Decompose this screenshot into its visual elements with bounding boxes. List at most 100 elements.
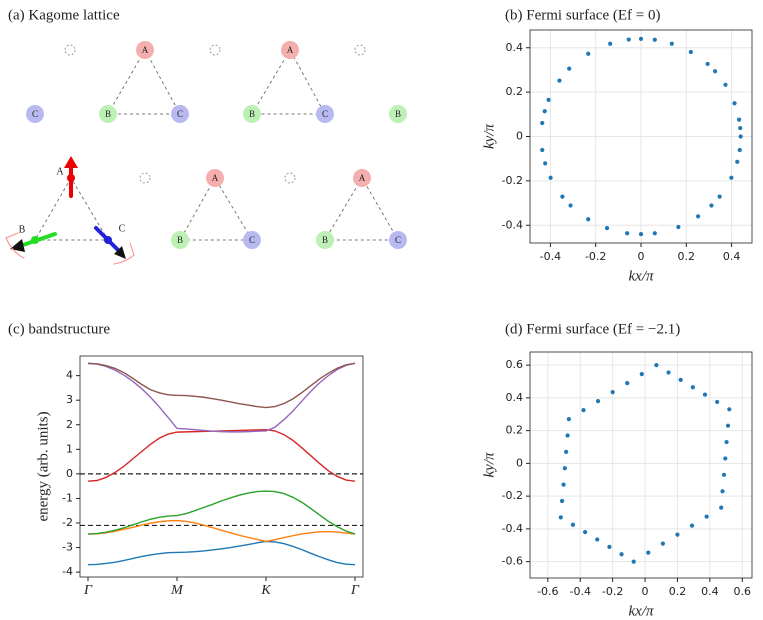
scatter-point	[625, 381, 630, 386]
x-tick-label: 0	[642, 585, 649, 598]
site-label: B	[105, 109, 111, 119]
site-label: C	[249, 235, 255, 245]
y-tick-label: 0.2	[506, 424, 524, 437]
site	[206, 169, 224, 187]
scatter-point	[690, 385, 695, 390]
x-axis-label: kx/π	[629, 268, 654, 284]
band-line	[87, 490, 356, 535]
scatter-point	[581, 408, 586, 413]
y-tick-label: -0.4	[502, 218, 523, 231]
arrow-head	[64, 156, 78, 168]
y-tick-label: 0	[516, 456, 523, 469]
scatter-point	[543, 161, 548, 166]
site-label: A	[359, 173, 366, 183]
site-label: B	[177, 235, 183, 245]
scatter-point	[738, 134, 743, 139]
scatter-point	[586, 51, 591, 56]
band-line	[87, 428, 356, 482]
scatter-point	[608, 41, 613, 46]
scatter-point	[695, 214, 701, 219]
band-line	[87, 362, 356, 409]
spin-arrows	[5, 156, 135, 265]
scatter-point	[652, 37, 657, 42]
scatter-point	[565, 433, 570, 438]
x-axis-label: kx/π	[629, 603, 654, 619]
y-tick-label: -3	[62, 541, 73, 554]
scatter-point	[727, 407, 732, 412]
empty-site	[284, 172, 296, 184]
scatter-point	[735, 159, 740, 164]
scatter-point	[560, 194, 565, 199]
y-tick-label: 0.2	[506, 85, 524, 98]
x-tick-label: K	[260, 583, 271, 598]
x-tick-label: -0.4	[569, 585, 590, 598]
scatter-point	[570, 522, 576, 527]
scatter-point	[704, 514, 709, 519]
site	[389, 231, 407, 249]
y-tick-label: -0.2	[502, 489, 523, 502]
scatter-point	[666, 370, 671, 375]
y-tick-label: -0.6	[502, 555, 523, 568]
scatter-point	[720, 489, 725, 494]
site-label: A	[56, 166, 64, 177]
y-axis-label: ky/π	[481, 452, 497, 477]
site	[243, 105, 261, 123]
site-label: A	[142, 45, 149, 55]
scatter-point	[736, 117, 742, 122]
bond-triangle	[107, 48, 181, 115]
x-tick-label: 0.6	[734, 585, 752, 598]
scatter-point	[721, 472, 727, 477]
y-tick-label: -2	[62, 516, 73, 529]
bond-triangle	[324, 177, 399, 241]
scatter-point	[702, 392, 708, 397]
y-axis-label: energy (arb. units)	[35, 411, 51, 521]
y-tick-label: 0	[516, 130, 523, 143]
spin-site	[31, 236, 39, 244]
site-label: A	[287, 45, 294, 55]
chart-title: (d) Fermi surface (Ef = −2.1)	[505, 321, 680, 337]
arrow-head	[10, 239, 25, 252]
kagome-panel	[34, 44, 399, 241]
site-label: C	[119, 223, 126, 234]
scatter-point	[638, 232, 644, 237]
x-tick-label: M	[170, 583, 184, 598]
site	[26, 105, 44, 123]
scatter-point	[540, 120, 545, 126]
site	[171, 105, 189, 123]
scatter-point	[660, 541, 665, 546]
scatter-point	[562, 466, 567, 471]
site	[353, 169, 371, 187]
scatter-point	[652, 231, 657, 236]
scatter-point	[542, 109, 547, 114]
scatter-point	[558, 515, 563, 520]
site-label: B	[395, 109, 401, 119]
plot-frame	[529, 29, 753, 244]
site-label: A	[212, 173, 219, 183]
x-tick-label: 0.4	[701, 585, 719, 598]
view-marker	[113, 242, 135, 265]
site	[243, 231, 261, 249]
plot-frame	[79, 355, 364, 578]
scatter-point	[559, 498, 565, 504]
y-tick-label: 0.6	[506, 358, 524, 371]
y-tick-label: -0.2	[502, 174, 523, 187]
scatter-point	[689, 523, 695, 528]
scatter-point	[688, 49, 693, 55]
scatter-point	[586, 217, 591, 222]
scatter-point	[638, 36, 644, 41]
scatter-point	[669, 41, 674, 46]
bond-triangle	[179, 177, 253, 241]
site-label: B	[249, 109, 255, 119]
y-tick-label: 4	[66, 369, 73, 382]
y-tick-label: 3	[66, 393, 73, 406]
scatter-point	[678, 377, 683, 382]
site	[316, 105, 334, 123]
site	[316, 231, 334, 249]
site-label: B	[322, 235, 328, 245]
x-tick-label: 0.2	[669, 585, 687, 598]
scatter-point	[548, 175, 553, 180]
scatter-point	[566, 417, 571, 422]
scatter-point	[676, 224, 681, 230]
site-label: C	[177, 109, 183, 119]
bond-triangle	[34, 177, 109, 241]
